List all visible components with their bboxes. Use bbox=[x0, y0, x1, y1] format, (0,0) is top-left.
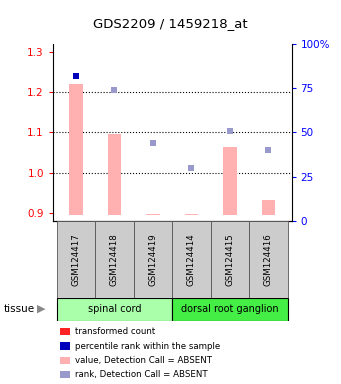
Bar bbox=[185, 214, 198, 215]
Text: dorsal root ganglion: dorsal root ganglion bbox=[181, 304, 279, 314]
Text: GSM124416: GSM124416 bbox=[264, 233, 273, 286]
Text: GSM124419: GSM124419 bbox=[148, 233, 158, 286]
Text: tissue: tissue bbox=[3, 304, 34, 314]
Bar bbox=[172, 298, 288, 321]
Text: GSM124415: GSM124415 bbox=[225, 233, 235, 286]
Bar bbox=[134, 221, 172, 298]
Text: ▶: ▶ bbox=[37, 304, 45, 314]
Bar bbox=[146, 214, 160, 215]
Bar bbox=[211, 221, 249, 298]
Bar bbox=[172, 221, 211, 298]
Text: rank, Detection Call = ABSENT: rank, Detection Call = ABSENT bbox=[75, 371, 208, 379]
Bar bbox=[57, 298, 172, 321]
Text: value, Detection Call = ABSENT: value, Detection Call = ABSENT bbox=[75, 356, 212, 365]
Bar bbox=[95, 221, 134, 298]
Bar bbox=[262, 200, 275, 215]
Text: transformed count: transformed count bbox=[75, 327, 155, 336]
Text: percentile rank within the sample: percentile rank within the sample bbox=[75, 342, 220, 351]
Text: GSM124417: GSM124417 bbox=[72, 233, 80, 286]
Text: spinal cord: spinal cord bbox=[88, 304, 141, 314]
Text: GSM124418: GSM124418 bbox=[110, 233, 119, 286]
Bar bbox=[223, 147, 237, 215]
Bar bbox=[108, 134, 121, 215]
Bar bbox=[249, 221, 288, 298]
Bar bbox=[69, 83, 83, 215]
Text: GSM124414: GSM124414 bbox=[187, 233, 196, 286]
Text: GDS2209 / 1459218_at: GDS2209 / 1459218_at bbox=[93, 17, 248, 30]
Bar bbox=[57, 221, 95, 298]
